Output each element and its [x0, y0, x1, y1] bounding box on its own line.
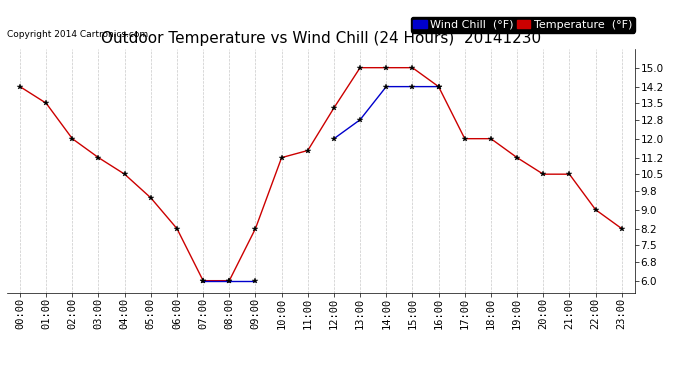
Legend: Wind Chill  (°F), Temperature  (°F): Wind Chill (°F), Temperature (°F): [411, 17, 635, 33]
Title: Outdoor Temperature vs Wind Chill (24 Hours)  20141230: Outdoor Temperature vs Wind Chill (24 Ho…: [101, 31, 541, 46]
Text: Copyright 2014 Cartronics.com: Copyright 2014 Cartronics.com: [7, 30, 148, 39]
